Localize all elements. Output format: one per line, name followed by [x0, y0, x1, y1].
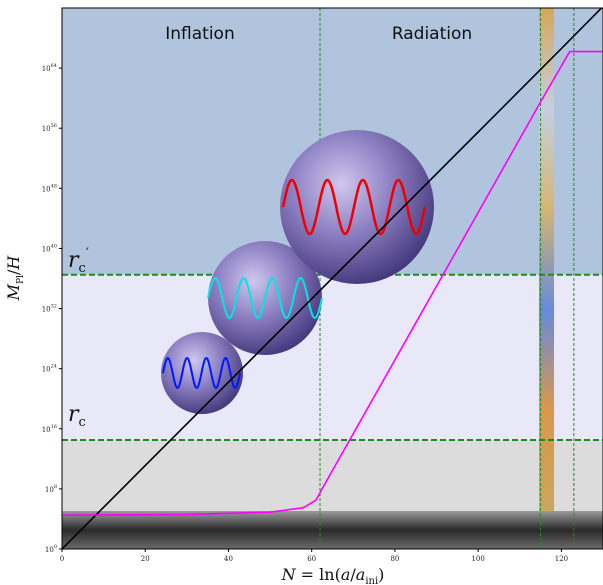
- bubble-small: [161, 332, 243, 414]
- series-line-1: [62, 50, 603, 516]
- x-tick-label: 40: [224, 555, 233, 563]
- series-line-0: [62, 8, 603, 549]
- x-axis-ticks: 0 20 40 60 80 100 120: [60, 549, 568, 563]
- x-tick-label: 120: [555, 555, 568, 563]
- y-axis-ticks: 100 108 1016 1024 1032 1040 1048 1056 1064: [42, 63, 62, 554]
- cmb-strip: [539, 8, 554, 511]
- y-tick-label: 108: [45, 484, 57, 494]
- x-tick-label: 20: [141, 555, 150, 563]
- y-tick-label: 1016: [42, 424, 57, 434]
- vertical-guides: [319, 8, 575, 549]
- region-label-radiation: Radiation: [392, 24, 472, 44]
- y-axis-label: MPl/H: [4, 255, 26, 302]
- bubble-large: [280, 130, 434, 284]
- x-tick-label: 80: [390, 555, 399, 563]
- y-tick-label: 1024: [42, 364, 57, 374]
- ground-texture: [62, 511, 603, 549]
- wave-medium: [207, 277, 323, 319]
- bubble-medium: [207, 241, 323, 355]
- region-label-inflation: Inflation: [165, 24, 234, 44]
- x-tick-label: 60: [307, 555, 316, 563]
- x-tick-label: 0: [60, 555, 64, 563]
- series-layer: [62, 8, 603, 549]
- wave-small: [162, 357, 241, 389]
- y-tick-label: 1056: [42, 123, 57, 133]
- x-tick-label: 100: [471, 555, 484, 563]
- y-tick-label: 1040: [42, 243, 57, 253]
- y-tick-label: 1048: [42, 183, 57, 193]
- y-tick-label: 100: [45, 544, 57, 554]
- plot-frame: [61, 7, 603, 550]
- wave-large: [281, 178, 427, 236]
- band-mid: [62, 274, 603, 441]
- y-tick-label: 1064: [42, 63, 57, 73]
- x-axis-label: N = ln(a/aini): [281, 565, 385, 585]
- y-tick-label: 1032: [42, 304, 57, 314]
